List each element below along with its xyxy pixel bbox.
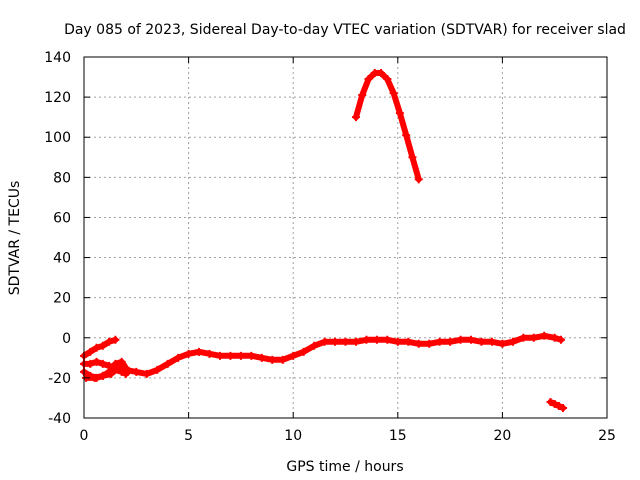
data-point <box>425 339 434 348</box>
data-point <box>174 353 183 362</box>
data-point <box>247 351 256 360</box>
y-tick-label: 120 <box>44 90 71 106</box>
data-point <box>414 175 423 184</box>
data-point <box>184 349 193 358</box>
data-point <box>446 337 455 346</box>
data-point <box>226 351 235 360</box>
data-point <box>320 337 329 346</box>
data-point <box>467 335 476 344</box>
y-tick-label: 40 <box>53 251 71 267</box>
data-point <box>105 337 114 346</box>
y-tick-label: 140 <box>44 50 71 66</box>
data-point <box>556 335 565 344</box>
data-point <box>498 339 507 348</box>
x-tick-label: 20 <box>493 428 511 444</box>
data-point <box>351 337 360 346</box>
data-point <box>554 401 563 410</box>
data-point <box>92 357 101 366</box>
data-point <box>331 337 340 346</box>
data-point <box>351 113 360 122</box>
x-tick-label: 5 <box>184 428 193 444</box>
data-point <box>408 153 417 162</box>
y-tick-label: 80 <box>53 170 71 186</box>
series-line-mid-track-arc <box>353 70 422 183</box>
axis-ticks: 0 5 10 15 20 25 -40 -20 0 20 40 60 80 100 120 140 <box>44 50 616 444</box>
data-point <box>550 333 559 342</box>
data-point <box>456 335 465 344</box>
data-point <box>98 371 107 380</box>
data-point <box>393 337 402 346</box>
data-point <box>395 109 404 118</box>
data-point <box>546 397 555 406</box>
plot-frame <box>83 56 608 419</box>
data-point <box>113 361 122 370</box>
data-point <box>111 335 120 344</box>
data-point <box>142 369 151 378</box>
data-point <box>540 331 549 340</box>
data-series <box>80 69 568 412</box>
data-point <box>372 335 381 344</box>
data-point <box>86 359 95 368</box>
data-point <box>377 69 386 78</box>
data-point <box>310 341 319 350</box>
data-point <box>299 347 308 356</box>
data-point <box>341 337 350 346</box>
x-tick-label: 15 <box>389 428 407 444</box>
data-point <box>364 75 373 84</box>
y-tick-label: -40 <box>48 411 71 427</box>
data-point <box>236 351 245 360</box>
data-point <box>257 353 266 362</box>
data-point <box>205 349 214 358</box>
data-point <box>389 89 398 98</box>
data-point <box>90 373 99 382</box>
x-tick-label: 25 <box>598 428 616 444</box>
data-point <box>86 347 95 356</box>
data-point <box>153 365 162 374</box>
data-point <box>550 399 559 408</box>
data-point <box>107 369 116 378</box>
data-point <box>278 355 287 364</box>
y-axis-label: SDTVAR / TECUs <box>7 181 23 296</box>
data-point <box>477 337 486 346</box>
data-point <box>519 333 528 342</box>
data-point <box>414 339 423 348</box>
data-point <box>559 403 568 412</box>
data-point <box>92 343 101 352</box>
data-point <box>383 75 392 84</box>
data-point <box>98 359 107 368</box>
y-tick-label: 60 <box>53 210 71 226</box>
x-tick-label: 10 <box>284 428 302 444</box>
chart-title: Day 085 of 2023, Sidereal Day-to-day VTE… <box>64 22 626 38</box>
y-tick-label: 100 <box>44 130 71 146</box>
data-point <box>383 335 392 344</box>
data-point <box>435 337 444 346</box>
data-point <box>404 337 413 346</box>
data-point <box>362 335 371 344</box>
data-point <box>215 351 224 360</box>
data-point <box>121 365 130 374</box>
data-point <box>529 333 538 342</box>
data-point <box>508 337 517 346</box>
x-tick-label: 0 <box>80 428 89 444</box>
x-axis-label: GPS time / hours <box>286 459 403 475</box>
data-point <box>268 355 277 364</box>
data-point <box>487 337 496 346</box>
y-tick-label: 20 <box>53 291 71 307</box>
data-point <box>98 341 107 350</box>
data-point <box>132 367 141 376</box>
data-point <box>163 359 172 368</box>
y-tick-label: -20 <box>48 371 71 387</box>
y-tick-label: 0 <box>62 331 71 347</box>
data-point <box>358 91 367 100</box>
data-point <box>195 347 204 356</box>
data-point <box>402 131 411 140</box>
data-point <box>289 351 298 360</box>
